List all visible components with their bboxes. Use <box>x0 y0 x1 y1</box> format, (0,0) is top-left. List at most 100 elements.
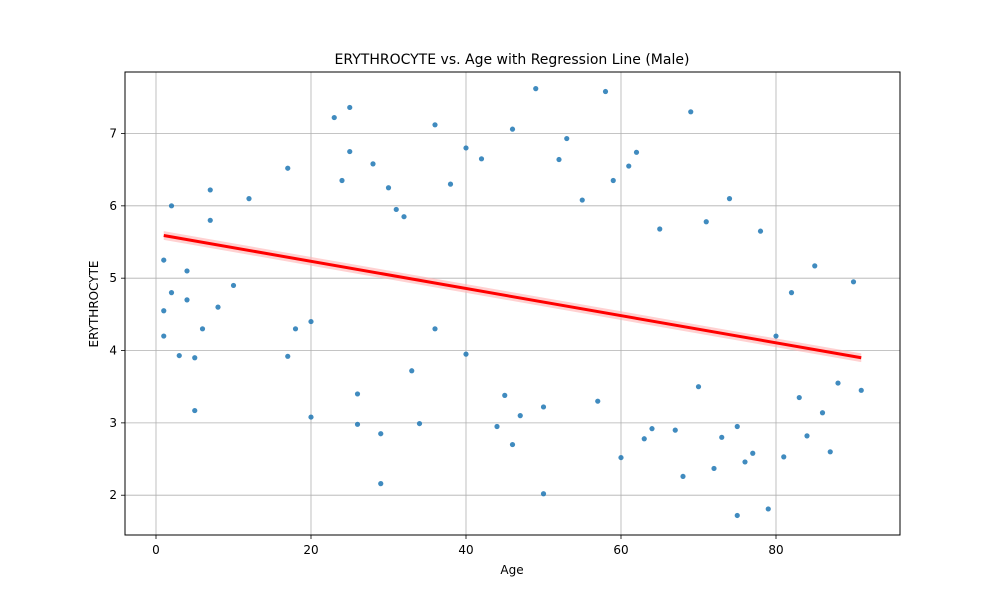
data-point <box>509 441 516 448</box>
data-point <box>308 318 314 325</box>
data-point <box>168 203 175 209</box>
x-tick-label: 80 <box>768 543 783 557</box>
data-point <box>502 392 508 398</box>
data-point <box>812 263 818 269</box>
data-point <box>610 177 616 184</box>
data-point <box>819 410 826 416</box>
data-point <box>540 404 547 410</box>
y-tick-label: 5 <box>109 271 117 285</box>
data-point <box>161 333 167 339</box>
chart-title: ERYTHROCYTE vs. Age with Regression Line… <box>335 52 690 68</box>
data-point <box>207 187 213 193</box>
data-point <box>230 282 237 289</box>
data-point <box>401 214 407 220</box>
data-point <box>750 450 756 456</box>
data-point <box>649 426 655 432</box>
data-point <box>626 163 632 169</box>
data-points-layer <box>161 86 864 519</box>
data-point <box>517 413 523 419</box>
data-point <box>494 423 500 430</box>
data-point <box>688 109 694 115</box>
data-point <box>695 384 702 390</box>
data-point <box>432 326 438 332</box>
data-point <box>533 86 539 92</box>
data-point <box>354 391 361 397</box>
data-point <box>354 421 361 427</box>
data-point <box>564 135 570 142</box>
regression-line-layer <box>163 234 862 360</box>
y-tick-label: 7 <box>109 126 117 140</box>
data-point <box>579 197 585 203</box>
data-point <box>416 420 423 427</box>
data-point <box>339 177 345 184</box>
data-point <box>850 279 857 285</box>
data-point <box>858 387 864 393</box>
data-point <box>773 333 779 339</box>
data-point <box>168 290 175 296</box>
data-point <box>409 368 415 374</box>
data-point <box>378 481 384 487</box>
data-point <box>765 506 771 512</box>
data-point <box>556 156 562 163</box>
data-point <box>184 268 190 274</box>
x-tick-label: 20 <box>303 543 318 557</box>
data-point <box>742 459 748 465</box>
x-tick-label: 0 <box>152 543 160 557</box>
data-point <box>393 206 399 213</box>
data-point <box>215 304 221 310</box>
data-point <box>788 290 795 296</box>
data-point <box>734 512 740 519</box>
data-point <box>463 351 469 357</box>
data-point <box>308 414 314 420</box>
data-point <box>347 104 353 111</box>
y-axis-label: ERYTHROCYTE <box>87 260 101 347</box>
data-point <box>246 196 252 202</box>
plot-frame <box>124 71 901 536</box>
x-axis-label: Age <box>500 563 523 577</box>
data-point <box>447 181 454 187</box>
data-point <box>633 149 640 155</box>
data-point <box>835 380 841 386</box>
data-point <box>370 161 376 167</box>
y-tick-label: 3 <box>109 416 117 430</box>
data-point <box>680 473 686 480</box>
data-point <box>711 465 717 472</box>
data-point <box>672 427 678 433</box>
data-point <box>734 423 740 430</box>
data-point <box>657 226 663 232</box>
y-tick-label: 4 <box>109 344 117 358</box>
data-point <box>509 126 516 132</box>
data-point <box>641 436 647 442</box>
data-point <box>161 308 167 314</box>
data-point <box>478 156 485 162</box>
data-point <box>703 219 709 225</box>
x-tick-label: 40 <box>458 543 473 557</box>
data-point <box>757 228 764 234</box>
data-point <box>781 454 787 460</box>
data-point <box>199 326 206 332</box>
data-point <box>595 398 601 404</box>
data-point <box>432 122 438 128</box>
data-point <box>602 88 609 95</box>
axis-ticks: 0 20 40 60 80 2 3 4 5 6 7 <box>109 126 783 557</box>
data-point <box>827 449 833 455</box>
x-tick-label: 60 <box>613 543 628 557</box>
data-point <box>540 491 547 497</box>
data-point <box>726 196 733 202</box>
regression-line <box>163 234 862 360</box>
data-point <box>192 355 198 361</box>
data-point <box>385 185 392 191</box>
y-tick-label: 6 <box>109 199 117 213</box>
data-point <box>292 326 299 332</box>
data-point <box>285 353 291 359</box>
y-tick-label: 2 <box>109 488 117 502</box>
data-point <box>207 217 213 223</box>
data-point <box>176 352 182 359</box>
data-point <box>161 257 167 263</box>
data-point <box>192 407 198 414</box>
data-point <box>184 297 190 303</box>
data-point <box>347 148 353 155</box>
data-point <box>378 431 384 437</box>
